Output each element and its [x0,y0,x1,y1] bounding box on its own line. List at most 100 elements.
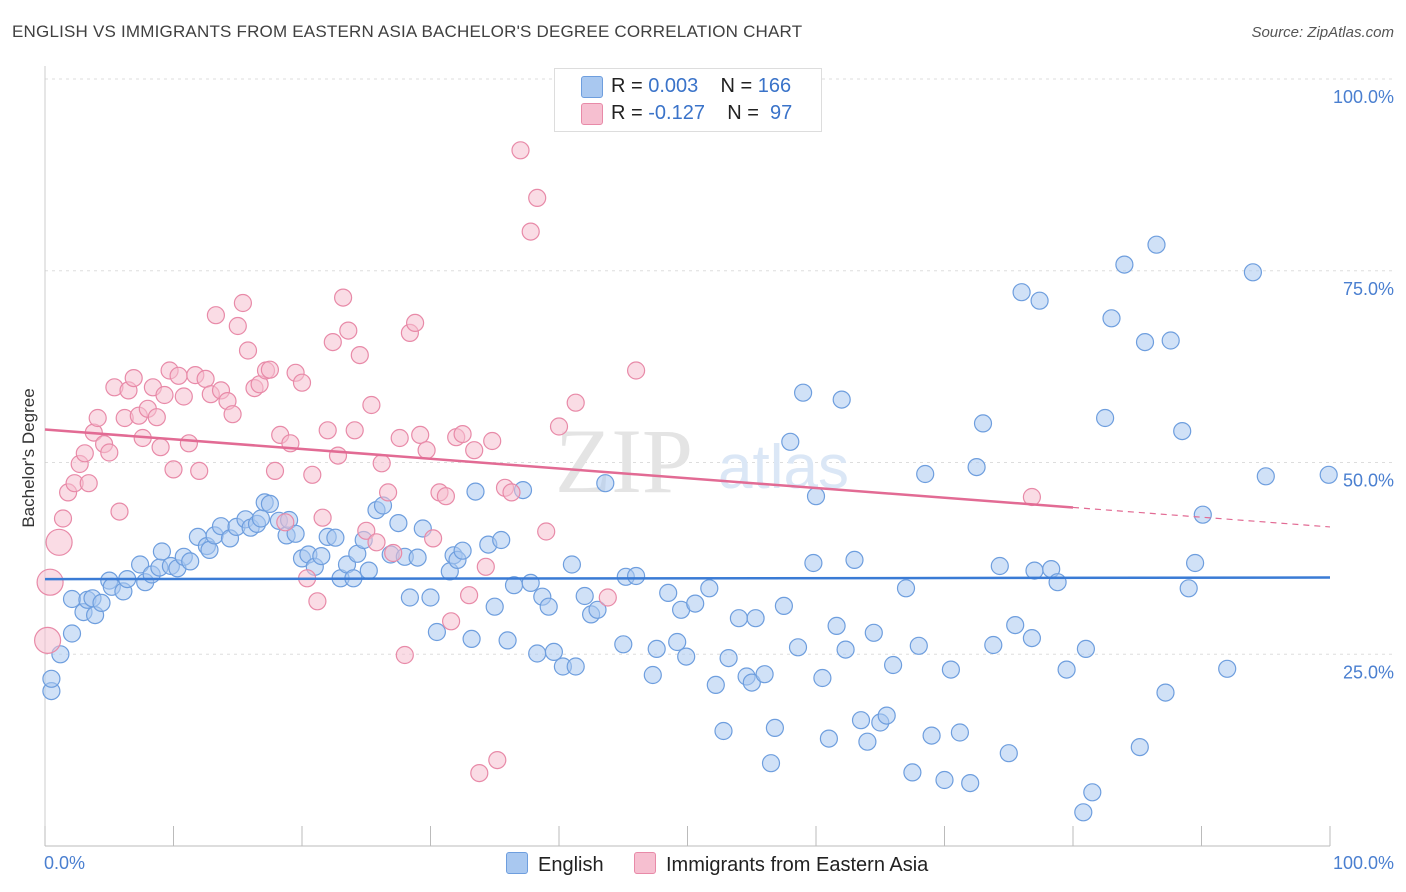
asia-point [436,487,455,506]
english-point [916,464,935,484]
y-tick-label: 75.0% [1343,279,1394,299]
asia-point [323,333,342,352]
english-point [903,763,922,782]
english-point [984,635,1003,655]
english-point [1022,628,1042,648]
english-point [990,556,1009,576]
english-point [719,648,738,668]
asia-point [223,405,242,424]
asia-point [453,425,472,444]
english-point [961,773,980,793]
english-point [941,660,961,679]
asia-point [124,369,143,388]
english-point [1319,465,1338,484]
asia-point [476,557,495,576]
english-point [1115,255,1134,274]
asia-point [566,393,585,412]
asia-point [196,369,215,388]
english-point [832,390,851,409]
english-point [643,665,662,685]
english-point [400,588,419,607]
english-point [686,594,705,613]
y-axis-title: Bachelor's Degree [19,388,38,527]
asia-point [626,361,646,380]
english-point [1083,783,1102,802]
asia-point [36,568,64,596]
asia-point [318,421,337,440]
legend-n-asia: 97 [764,102,793,124]
asia-point [151,438,170,457]
asia-point [155,385,174,405]
asia-points [33,141,1042,783]
asia-point [265,461,285,480]
y-tick-label: 25.0% [1343,662,1394,682]
english-point [1218,659,1237,678]
asia-point [424,529,443,548]
english-point [761,754,781,773]
english-point [498,631,517,650]
legend-r-english: 0.003 [648,75,699,97]
english-point [806,487,826,506]
asia-point [357,521,376,540]
asia-point [100,443,119,462]
asia-point [395,645,414,665]
english-point [742,673,761,692]
english-point [819,729,839,748]
y-tick-label: 50.0% [1343,471,1394,491]
english-point [909,636,928,655]
english-point [1030,291,1049,310]
asia-point [345,421,364,440]
english-point [729,609,749,628]
english-point [286,524,305,543]
english-point [596,474,615,493]
english-point [950,723,970,742]
asia-point [598,588,617,607]
asia-point [417,441,436,460]
asia-point [53,509,73,528]
source-credit: Source: ZipAtlas.com [1251,24,1394,41]
english-point [659,583,678,603]
legend-row-english: R = 0.003 N = 166 [581,75,791,99]
asia-point [313,508,332,527]
english-point [967,458,986,477]
english-point [774,596,794,616]
asia-point [483,431,502,451]
english-point [668,632,687,652]
english-point [1102,309,1121,328]
asia-point [110,502,129,521]
english-point [521,573,540,593]
asia-point [521,222,540,241]
asia-point [367,533,386,552]
english-point [788,638,808,657]
english-point [877,706,896,725]
english-point [1173,422,1192,441]
english-point [408,548,427,567]
english-point [326,528,345,547]
legend-swatch-asia [581,103,603,125]
asia-point [164,460,183,479]
english-point [973,414,993,433]
english-point [575,586,594,606]
legend-text-english: R = 0.003 N = 166 [611,75,792,97]
asia-point [79,474,98,493]
legend-swatch-english [581,76,603,98]
english-point [813,668,832,688]
asia-point [339,321,358,340]
y-tick-labels: 100.0% 75.0% 50.0% 25.0% [1333,87,1394,682]
asia-point [442,612,461,631]
asia-point [537,522,556,541]
english-point [562,555,582,574]
asia-point [206,306,225,325]
asia-point [372,454,391,473]
asia-point [292,373,312,392]
english-point [858,732,877,751]
asia-point [511,141,530,160]
english-point [714,721,733,741]
english-point [614,635,633,654]
english-point [62,624,82,643]
english-point [42,669,61,688]
legend-row-asia: R = -0.127 N = 97 [581,102,792,126]
asia-point [169,366,188,385]
bottom-legend-asia: Immigrants from Eastern Asia [634,852,928,877]
english-point [1074,803,1093,822]
